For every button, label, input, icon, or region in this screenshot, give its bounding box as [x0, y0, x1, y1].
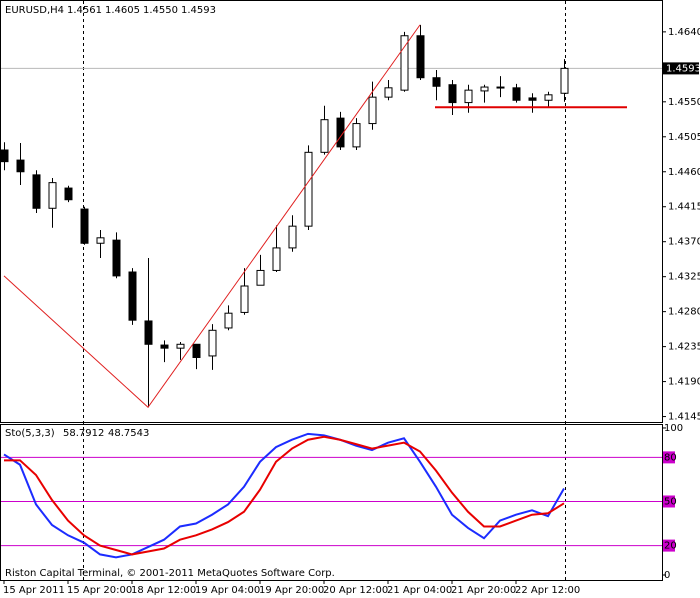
level-label-box — [663, 495, 675, 508]
candle-body — [32, 174, 41, 209]
candle-body — [512, 87, 521, 101]
x-tick-label: 21 Apr 04:00 — [387, 585, 452, 596]
y-tick-label: 1.4190 — [668, 377, 700, 388]
candle-body — [384, 87, 393, 98]
x-tick-label: 20 Apr 12:00 — [323, 585, 388, 596]
ohlc-label: 1.4593 — [181, 5, 216, 16]
y-tick-label: 1.4235 — [668, 342, 700, 353]
copyright: Riston Capital Terminal, © 2001-2011 Met… — [5, 568, 335, 579]
y-tick-label: 1.4415 — [668, 202, 700, 213]
y-tick-label: 1.4325 — [668, 272, 700, 283]
indicator-line — [4, 435, 565, 556]
candle-body — [368, 96, 377, 125]
indicator-value: 48.7543 — [108, 428, 149, 439]
current-price-box — [663, 62, 699, 75]
candle-body — [224, 312, 233, 329]
current-price-label: 1.4593 — [666, 63, 700, 74]
indicator-title: Sto(5,3,3) — [5, 428, 55, 439]
candle-body — [16, 159, 25, 173]
candle-body — [304, 151, 313, 227]
y-tick-label: 0 — [664, 570, 670, 581]
ohlc-label: 1.4561 — [67, 5, 102, 16]
candle-body — [560, 67, 569, 94]
x-tick-label: 15 Apr 20:00 — [67, 585, 132, 596]
candle-body — [544, 94, 553, 101]
indicator-value: 58.7912 — [63, 428, 104, 439]
level-label-box — [663, 539, 675, 552]
candle-body — [144, 320, 153, 345]
indicator-line — [3, 432, 565, 559]
y-tick-label: 1.4370 — [668, 237, 700, 248]
x-tick-label: 21 Apr 20:00 — [451, 585, 516, 596]
y-tick-label: 1.4460 — [668, 167, 700, 178]
y-tick-label: 1.4640 — [668, 27, 700, 38]
candle-body — [352, 123, 361, 148]
candle-body — [96, 237, 105, 244]
y-tick-label: 1.4550 — [668, 97, 700, 108]
x-tick-label: 15 Apr 2011 — [3, 585, 65, 596]
candle-body — [416, 35, 425, 79]
candle-body — [496, 86, 505, 89]
candle-body — [192, 343, 201, 358]
y-tick-label: 50 — [664, 496, 677, 507]
x-tick-label: 22 Apr 12:00 — [515, 585, 580, 596]
candle-body — [320, 119, 329, 153]
candle-body — [48, 182, 57, 209]
candle-body — [208, 329, 217, 357]
candle-body — [464, 89, 473, 104]
main-panel — [0, 0, 663, 423]
candle-body — [176, 343, 185, 349]
y-tick-label: 100 — [664, 423, 683, 434]
x-tick-label: 18 Apr 12:00 — [131, 585, 196, 596]
y-tick-label: 1.4145 — [668, 412, 700, 423]
candle-body — [400, 35, 409, 91]
candle-body — [480, 86, 489, 92]
candle-body — [272, 247, 281, 271]
y-tick-label: 1.4280 — [668, 307, 700, 318]
stochastic-panel — [0, 424, 663, 581]
ohlc-label: 1.4550 — [143, 5, 178, 16]
candle-body — [288, 225, 297, 249]
candle-body — [64, 187, 73, 201]
candle-body — [0, 149, 9, 163]
x-tick-label: 19 Apr 20:00 — [259, 585, 324, 596]
candle-body — [160, 344, 169, 349]
x-tick-label: 19 Apr 04:00 — [195, 585, 260, 596]
y-tick-label: 1.4505 — [668, 132, 700, 143]
candle-body — [112, 239, 121, 277]
candle-body — [432, 77, 441, 87]
y-tick-label: 80 — [664, 452, 677, 463]
zigzag-line — [3, 24, 421, 408]
candle-body — [128, 271, 137, 321]
y-tick-label: 20 — [664, 541, 677, 552]
candle-body — [240, 285, 249, 313]
candle-body — [448, 84, 457, 104]
ohlc-label: 1.4605 — [105, 5, 140, 16]
level-label-box — [663, 451, 675, 464]
chart-title: EURUSD,H4 — [5, 5, 64, 16]
candle-body — [256, 269, 265, 286]
candle-body — [80, 208, 89, 244]
candle-body — [528, 97, 537, 101]
